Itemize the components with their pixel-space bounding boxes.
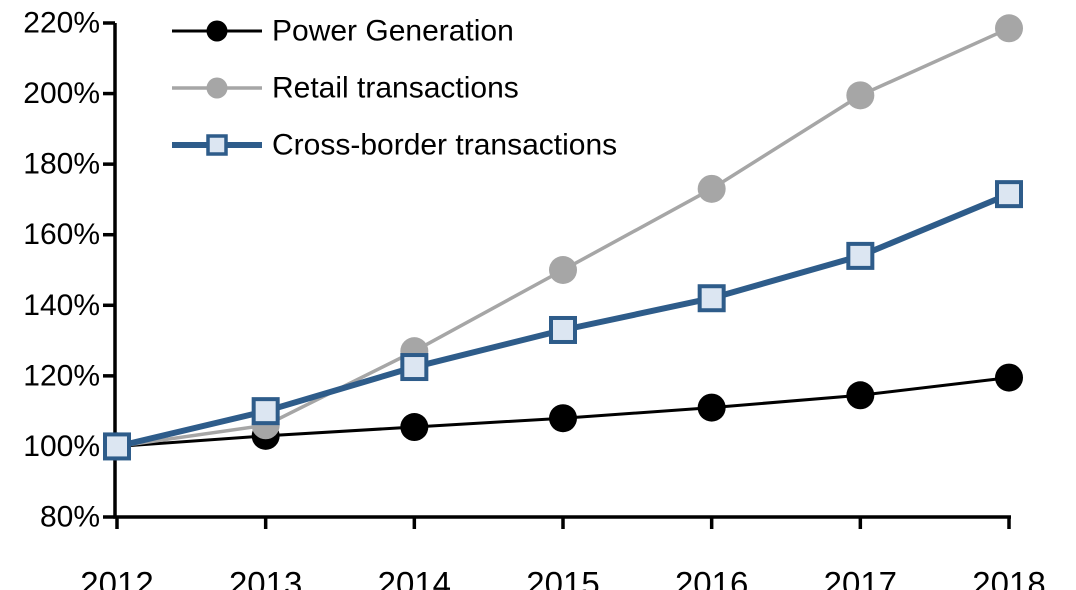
- legend-item-cross-border-transactions: Cross-border transactions: [172, 129, 617, 162]
- power-generation-marker: [549, 404, 577, 433]
- y-tick-label-180: 180%: [23, 148, 100, 181]
- x-tick-label-2015: 2015: [526, 565, 599, 590]
- legend-label-power-generation: Power Generation: [272, 15, 514, 48]
- retail-transactions-marker: [549, 256, 577, 284]
- retail-transactions-marker: [995, 14, 1023, 43]
- power-generation-marker: [400, 413, 429, 442]
- legend-item-retail-transactions: Retail transactions: [172, 72, 519, 105]
- power-generation-marker: [846, 381, 875, 410]
- legend-item-power-generation: Power Generation: [172, 15, 514, 48]
- power-generation-marker: [995, 363, 1023, 392]
- cross-border-transactions-marker: [251, 397, 280, 426]
- cross-border-transactions-marker: [995, 180, 1023, 209]
- retail-transactions-marker: [846, 81, 875, 110]
- power-generation-marker: [697, 393, 726, 422]
- y-tick-label-120: 120%: [23, 359, 100, 392]
- series-cross-border-transactions: [103, 180, 1023, 461]
- series-power-generation: [103, 363, 1023, 461]
- y-tick-label-220: 220%: [23, 7, 100, 40]
- retail-transactions-marker: [697, 174, 726, 203]
- x-tick-label-2013: 2013: [229, 565, 302, 590]
- legend-marker-power-generation: [206, 20, 228, 42]
- x-tick-label-2014: 2014: [378, 565, 451, 590]
- retail-transactions-line: [116, 26, 1010, 449]
- y-tick-label-100: 100%: [23, 430, 100, 463]
- legend-marker-retail-transactions: [206, 77, 228, 99]
- y-tick-label-140: 140%: [23, 289, 100, 322]
- y-tick-label-80: 80%: [40, 501, 100, 534]
- x-tick-label-2016: 2016: [675, 565, 748, 590]
- legend-label-cross-border-transactions: Cross-border transactions: [272, 129, 617, 162]
- cross-border-transactions-marker: [103, 432, 131, 461]
- y-tick-label-160: 160%: [23, 218, 100, 251]
- cross-border-transactions-marker: [846, 241, 875, 270]
- y-tick-label-200: 200%: [23, 77, 100, 110]
- legend-marker-cross-border-transactions: [206, 134, 228, 156]
- cross-border-transactions-marker: [697, 284, 726, 313]
- legend: Power Generation Retail transactions Cross…: [172, 15, 617, 162]
- x-tick-label-2012: 2012: [80, 565, 153, 590]
- x-tick-label-2018: 2018: [972, 565, 1045, 590]
- cross-border-transactions-marker: [400, 353, 429, 382]
- cross-border-transactions-marker: [549, 315, 577, 344]
- x-tick-label-2017: 2017: [824, 565, 897, 590]
- legend-label-retail-transactions: Retail transactions: [272, 72, 519, 105]
